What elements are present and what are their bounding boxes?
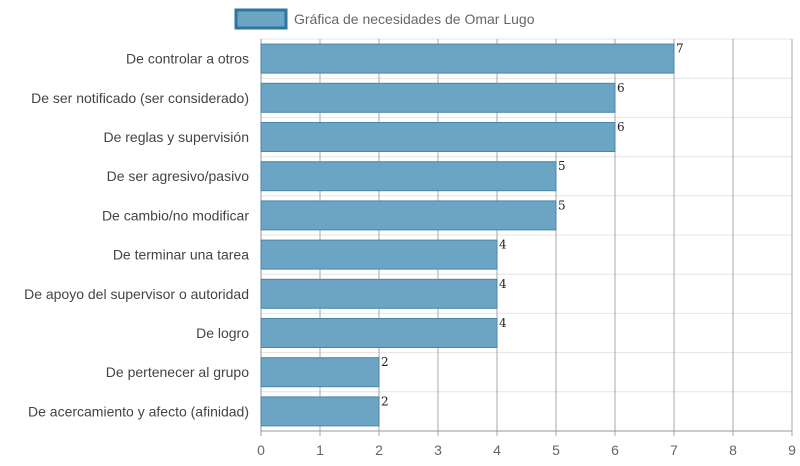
category-label: De pertenecer al grupo [106, 364, 249, 380]
data-label: 4 [499, 316, 507, 330]
bar[interactable] [260, 161, 557, 192]
bar[interactable] [260, 43, 675, 74]
x-tick-label: 4 [493, 442, 501, 458]
category-label: De logro [196, 325, 249, 341]
category-labels: De controlar a otros De ser notificado (s… [24, 51, 249, 420]
category-label: De ser notificado (ser considerado) [31, 90, 249, 106]
data-label: 2 [381, 355, 389, 369]
legend-swatch [234, 8, 288, 30]
x-tick-label: 5 [552, 442, 560, 458]
bar[interactable] [260, 357, 380, 388]
category-label: De ser agresivo/pasivo [107, 168, 250, 184]
bar[interactable] [260, 318, 498, 348]
x-tick-label: 8 [729, 442, 737, 458]
data-label: 5 [558, 159, 566, 173]
x-tick-label: 9 [788, 442, 796, 458]
bar[interactable] [260, 239, 498, 270]
data-label: 5 [558, 198, 566, 212]
x-axis-tick-labels: 0 1 2 3 4 5 6 7 8 9 [257, 442, 796, 458]
x-tick-label: 3 [434, 442, 442, 458]
x-tick-label: 7 [670, 442, 678, 458]
x-tick-label: 6 [611, 442, 619, 458]
data-label: 4 [499, 277, 507, 291]
bar[interactable] [260, 82, 616, 113]
x-tick-label: 0 [257, 442, 265, 458]
category-label: De cambio/no modificar [102, 207, 249, 223]
x-tick-label: 1 [316, 442, 324, 458]
category-label: De apoyo del supervisor o autoridad [24, 286, 249, 302]
legend-label: Gráfica de necesidades de Omar Lugo [294, 11, 535, 27]
category-label: De acercamiento y afecto (afinidad) [28, 403, 249, 419]
data-label: 4 [499, 238, 507, 252]
bar[interactable] [260, 122, 616, 152]
data-label: 2 [381, 394, 389, 408]
bar[interactable] [260, 278, 498, 309]
data-label: 7 [676, 42, 684, 56]
bars [260, 43, 675, 427]
data-label: 6 [617, 81, 625, 95]
data-labels: 7 6 6 5 5 4 4 4 2 2 [381, 42, 684, 409]
bar[interactable] [260, 396, 380, 427]
category-label: De terminar una tarea [113, 247, 249, 263]
category-label: De controlar a otros [126, 51, 249, 67]
legend[interactable]: Gráfica de necesidades de Omar Lugo [234, 8, 535, 30]
x-tick-label: 2 [375, 442, 383, 458]
category-label: De reglas y supervisión [103, 129, 249, 145]
bar[interactable] [260, 200, 557, 231]
data-label: 6 [617, 120, 625, 134]
